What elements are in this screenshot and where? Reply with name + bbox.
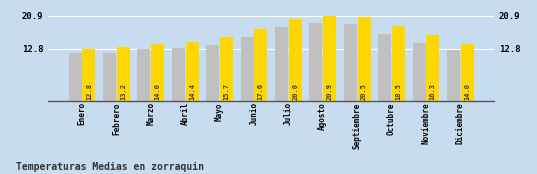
- Text: 17.6: 17.6: [258, 83, 264, 100]
- Bar: [69, 53, 82, 101]
- Text: 14.0: 14.0: [155, 83, 161, 100]
- Bar: [220, 37, 233, 101]
- Text: 12.8: 12.8: [86, 83, 92, 100]
- Text: 14.4: 14.4: [189, 83, 195, 100]
- Bar: [275, 27, 288, 101]
- Bar: [82, 49, 96, 101]
- Bar: [117, 47, 130, 101]
- Text: 13.2: 13.2: [120, 83, 126, 100]
- Text: 16.3: 16.3: [430, 83, 436, 100]
- Bar: [461, 44, 474, 101]
- Bar: [172, 48, 185, 101]
- Bar: [289, 19, 302, 101]
- Bar: [137, 49, 150, 101]
- Bar: [241, 37, 253, 101]
- Text: 18.5: 18.5: [395, 83, 402, 100]
- Text: 15.7: 15.7: [223, 83, 229, 100]
- Bar: [447, 50, 460, 101]
- Text: 20.9: 20.9: [326, 83, 332, 100]
- Text: 20.5: 20.5: [361, 83, 367, 100]
- Text: 14.0: 14.0: [465, 83, 470, 100]
- Bar: [358, 17, 371, 101]
- Bar: [309, 23, 322, 101]
- Bar: [412, 43, 426, 101]
- Bar: [186, 42, 199, 101]
- Bar: [344, 23, 357, 101]
- Bar: [255, 29, 267, 101]
- Bar: [378, 34, 391, 101]
- Text: Temperaturas Medias en zorraquin: Temperaturas Medias en zorraquin: [16, 162, 204, 172]
- Bar: [151, 44, 164, 101]
- Bar: [426, 35, 439, 101]
- Text: 20.0: 20.0: [292, 83, 298, 100]
- Bar: [392, 26, 405, 101]
- Bar: [206, 45, 219, 101]
- Bar: [323, 16, 336, 101]
- Bar: [103, 53, 116, 101]
